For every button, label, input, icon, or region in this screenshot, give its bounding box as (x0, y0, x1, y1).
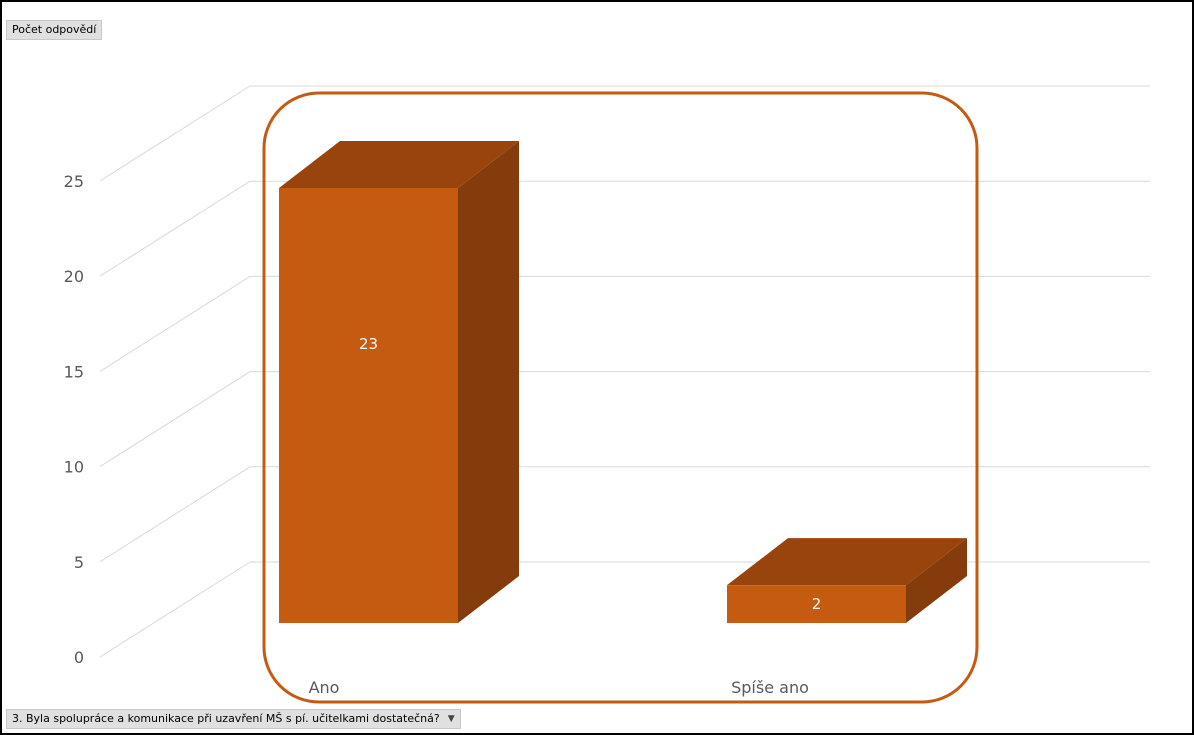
gridlines (99, 85, 1150, 658)
highlight-rounded-rectangle (262, 91, 979, 704)
bars: 23 2 (279, 141, 967, 623)
gridline-diagonal (99, 275, 251, 372)
y-tick-label: 20 (64, 267, 84, 286)
bar-front-face (279, 188, 458, 623)
gridline-diagonal (99, 371, 251, 468)
category-labels: Ano Spíše ano (309, 678, 809, 697)
gridline-diagonal (99, 466, 251, 563)
axis-field-dropdown[interactable]: 3. Byla spolupráce a komunikace při uzav… (6, 709, 461, 729)
gridline-diagonal (99, 180, 251, 277)
category-label: Ano (309, 678, 340, 697)
bar-front-face (727, 585, 906, 623)
bar-2: 2 (727, 538, 967, 623)
data-label: 2 (812, 595, 822, 613)
y-tick-label: 15 (64, 362, 84, 381)
bar-side-face (906, 538, 967, 623)
bar-1: 23 (279, 141, 519, 623)
data-label: 23 (359, 335, 378, 353)
y-tick-label: 25 (64, 172, 84, 191)
bar-side-face (458, 141, 519, 623)
bar-top-face (279, 141, 519, 188)
y-axis-ticks: 0 5 10 15 20 25 (64, 172, 84, 667)
y-tick-label: 5 (74, 553, 84, 572)
y-tick-label: 10 (64, 458, 84, 477)
bar-top-face (727, 538, 967, 586)
category-label: Spíše ano (731, 678, 809, 697)
measure-field-button[interactable]: Počet odpovědí (6, 20, 103, 40)
axis-field-label: 3. Byla spolupráce a komunikace při uzav… (12, 712, 440, 725)
gridline-diagonal (99, 561, 251, 658)
chevron-down-icon: ▼ (447, 714, 455, 724)
y-tick-label: 0 (74, 648, 84, 667)
gridline-diagonal (99, 85, 251, 182)
